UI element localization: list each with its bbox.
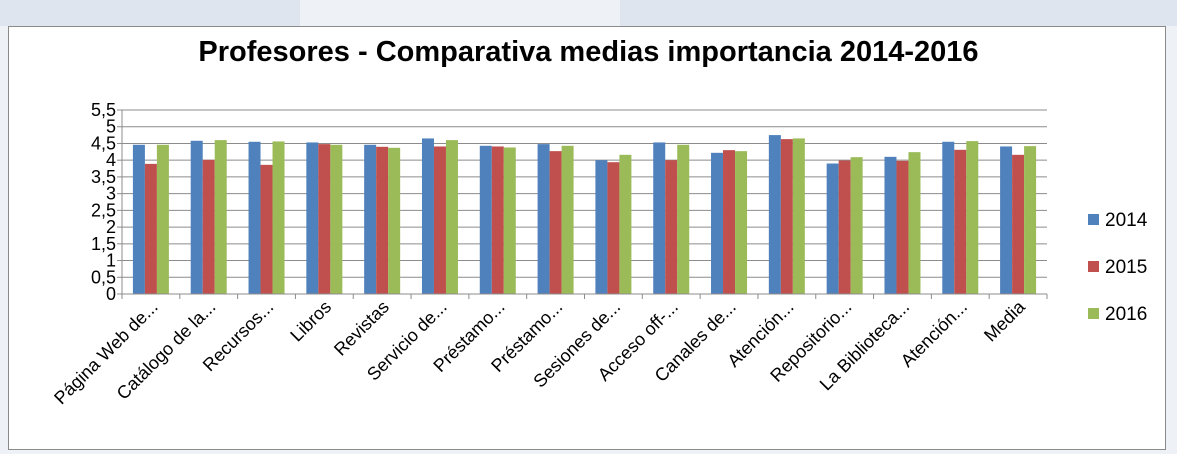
y-tick-labels: 00,511,522,533,544,555,5 xyxy=(91,100,116,304)
bar-2015-3 xyxy=(318,144,331,294)
bar-2016-13 xyxy=(908,152,921,294)
background-band-left xyxy=(0,0,300,26)
bar-2016-10 xyxy=(735,151,748,294)
y-tick-label: 0 xyxy=(106,284,116,304)
bar-2014-9 xyxy=(653,142,666,294)
legend-swatch xyxy=(1088,261,1099,272)
bar-2016-14 xyxy=(966,141,979,294)
bar-2014-12 xyxy=(826,163,839,294)
bar-2016-12 xyxy=(850,157,863,294)
bar-2016-3 xyxy=(330,144,343,294)
bars xyxy=(132,135,1037,294)
bar-2015-6 xyxy=(491,146,504,294)
legend-label: 2014 xyxy=(1105,210,1148,231)
bar-2014-1 xyxy=(190,140,203,294)
bar-2014-4 xyxy=(364,144,377,294)
y-tick-label: 2 xyxy=(106,217,116,237)
bar-2015-5 xyxy=(433,146,446,294)
bar-2016-7 xyxy=(561,145,574,294)
bar-2015-13 xyxy=(896,160,909,294)
legend-label: 2015 xyxy=(1105,257,1148,278)
x-tick-label: Media xyxy=(980,296,1030,346)
y-tick-label: 5 xyxy=(106,117,116,137)
y-tick-label: 5,5 xyxy=(91,100,116,120)
bar-2015-12 xyxy=(838,160,851,294)
x-tick-label: Página Web de... xyxy=(50,297,162,409)
bar-2014-13 xyxy=(884,156,897,294)
bar-2016-9 xyxy=(677,144,690,294)
legend-item-2014: 2014 xyxy=(1088,210,1148,231)
y-tick-label: 2,5 xyxy=(91,200,116,220)
bar-2015-0 xyxy=(144,163,157,294)
bar-2015-11 xyxy=(780,139,793,294)
y-tick-label: 0,5 xyxy=(91,267,116,287)
bar-2014-3 xyxy=(306,142,319,294)
background-band-right xyxy=(620,0,1177,26)
bar-2014-0 xyxy=(132,144,145,294)
bar-2016-0 xyxy=(156,144,169,294)
bar-2014-8 xyxy=(595,160,608,294)
legend-swatch xyxy=(1088,308,1099,319)
legend-label: 2016 xyxy=(1105,304,1148,325)
bar-2016-4 xyxy=(388,147,401,294)
bar-2014-2 xyxy=(248,141,261,294)
x-tick-labels: Página Web de...Catálogo de la...Recurso… xyxy=(50,296,1029,408)
legend-swatch xyxy=(1088,214,1099,225)
legend-item-2016: 2016 xyxy=(1088,304,1148,325)
bar-2016-1 xyxy=(214,140,227,294)
y-tick-label: 3 xyxy=(106,184,116,204)
bar-2016-5 xyxy=(445,140,458,294)
bar-2015-1 xyxy=(202,159,215,294)
bar-2014-11 xyxy=(768,135,781,294)
bar-2015-10 xyxy=(723,150,736,294)
x-tick-label: Catálogo de la... xyxy=(113,297,220,404)
axes xyxy=(117,109,1048,299)
bar-2015-15 xyxy=(1012,154,1025,294)
y-tick-label: 4 xyxy=(106,150,116,170)
bar-2014-6 xyxy=(479,145,492,294)
bar-2016-2 xyxy=(272,141,285,294)
bar-2016-11 xyxy=(792,138,805,294)
bar-2016-8 xyxy=(619,154,632,294)
legend-item-2015: 2015 xyxy=(1088,257,1148,278)
bar-2014-7 xyxy=(537,144,550,294)
x-tick-label: Libros xyxy=(286,297,335,346)
y-tick-label: 4,5 xyxy=(91,133,116,153)
bar-2015-7 xyxy=(549,151,562,294)
bar-2014-14 xyxy=(942,141,955,294)
y-tick-label: 3,5 xyxy=(91,167,116,187)
bar-2015-9 xyxy=(665,160,678,294)
bar-2015-14 xyxy=(954,149,967,294)
bar-2014-10 xyxy=(711,152,724,294)
y-tick-label: 1 xyxy=(106,251,116,271)
bar-2016-15 xyxy=(1024,146,1037,294)
y-tick-label: 1,5 xyxy=(91,234,116,254)
bar-2015-4 xyxy=(376,146,389,294)
bar-2016-6 xyxy=(503,147,516,294)
chart-title: Profesores - Comparativa medias importan… xyxy=(198,36,979,68)
bar-2014-5 xyxy=(421,138,434,294)
bar-2015-2 xyxy=(260,164,273,294)
bar-2015-8 xyxy=(607,162,620,294)
bar-2014-15 xyxy=(1000,146,1013,294)
